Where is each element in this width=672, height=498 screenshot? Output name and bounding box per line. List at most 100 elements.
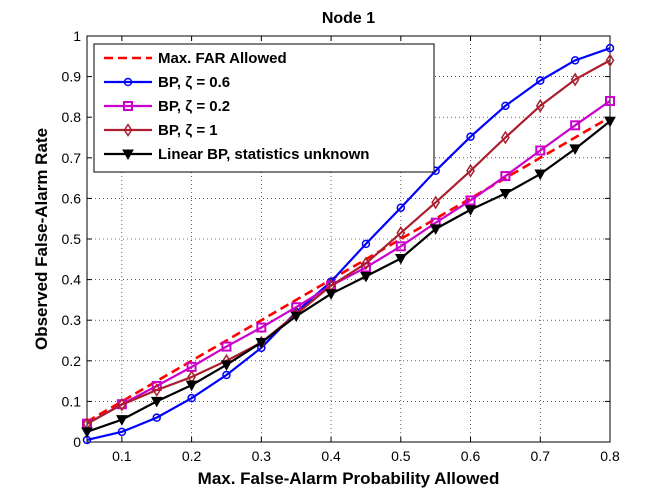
data-point [536, 76, 545, 85]
legend-box [93, 43, 435, 173]
data-point [499, 189, 512, 200]
data-point [221, 341, 232, 352]
series-2 [82, 95, 615, 429]
data-point [396, 226, 406, 240]
data-point [361, 239, 371, 249]
x-tick-label: 0.5 [391, 448, 411, 464]
legend-label: BP, ζ = 1 [158, 122, 218, 139]
data-point [466, 163, 475, 178]
y-tick-label: 0.1 [62, 393, 82, 409]
x-tick-label: 0.8 [600, 448, 620, 464]
data-point [325, 289, 337, 300]
y-tick-label: 0.5 [62, 231, 82, 247]
data-point [256, 322, 267, 333]
data-point [570, 72, 580, 87]
axes [86, 35, 611, 443]
x-tick-label: 0.4 [321, 448, 341, 464]
data-point [605, 43, 615, 53]
y-tick-label: 0.9 [62, 69, 82, 85]
data-point [569, 144, 581, 155]
data-point [152, 413, 161, 422]
legend-item: BP, ζ = 0.6 [104, 74, 230, 91]
legend-marker [123, 101, 133, 111]
data-point [431, 195, 441, 210]
y-tick-label: 0.4 [62, 272, 82, 288]
y-tick-label: 0.2 [62, 353, 82, 369]
series-line [86, 116, 611, 423]
series-line [86, 100, 611, 425]
chart-title: Node 1 [322, 10, 375, 27]
data-point [605, 53, 615, 68]
legend-marker [123, 123, 133, 137]
plot-frame [86, 35, 611, 443]
series-line [86, 120, 611, 433]
data-point [117, 427, 127, 437]
legend-marker [122, 149, 134, 161]
data-point [187, 393, 196, 403]
data-point [500, 171, 511, 182]
legend-label: Max. FAR Allowed [158, 50, 287, 67]
x-axis-label: Max. False-Alarm Probability Allowed [198, 469, 500, 488]
x-tick-label: 0.1 [112, 448, 132, 464]
data-point [291, 302, 302, 313]
y-tick-label: 0.7 [62, 150, 82, 166]
data-point [501, 130, 510, 145]
data-point [535, 145, 546, 156]
series-3 [82, 53, 615, 431]
data-point [152, 383, 162, 397]
data-point [604, 116, 616, 128]
data-point [465, 195, 476, 206]
data-point [605, 95, 615, 106]
data-point [185, 380, 198, 392]
legend-label: BP, ζ = 0.2 [158, 98, 230, 115]
data-point [570, 120, 581, 131]
y-tick-label: 0.6 [62, 190, 82, 206]
legend-item: BP, ζ = 1 [104, 122, 218, 139]
x-tick-label: 0.2 [182, 448, 202, 464]
data-point [466, 132, 475, 141]
y-tick-label: 0.8 [62, 109, 82, 125]
tick-labels: 0.1 0.2 0.3 0.4 0.5 0.6 0.7 0.8 0 0.1 0.2 0.3 0.4 0.5… [62, 28, 620, 464]
data-point [220, 360, 233, 371]
data-point [429, 224, 442, 235]
y-tick-label: 1 [73, 28, 81, 44]
data-point [570, 56, 580, 65]
data-point [394, 253, 407, 265]
data-point [117, 397, 127, 412]
data-point [150, 396, 163, 408]
data-point [535, 98, 545, 113]
y-tick-label: 0 [73, 434, 81, 450]
series-0 [86, 116, 611, 423]
y-tick-label: 0.3 [62, 312, 82, 328]
legend-item: Max. FAR Allowed [104, 50, 287, 67]
series-line [86, 47, 611, 442]
data-point [534, 169, 547, 181]
data-point [255, 338, 268, 349]
x-tick-label: 0.6 [461, 448, 481, 464]
y-axis-label: Observed False-Alarm Rate [32, 128, 51, 350]
legend-label: Linear BP, statistics unknown [158, 146, 369, 163]
data-point [116, 415, 128, 426]
data-point [501, 101, 510, 111]
data-point [290, 311, 303, 323]
data-point [361, 256, 371, 271]
x-tick-label: 0.3 [252, 448, 272, 464]
legend: Max. FAR Allowed BP, ζ = 0.6 BP, ζ = 0.2 BP… [93, 43, 435, 173]
data-point [396, 203, 406, 212]
series-1 [82, 43, 615, 445]
series-line [86, 59, 611, 425]
series-layer [81, 43, 616, 445]
legend-item: Linear BP, statistics unknown [104, 146, 369, 163]
data-point [395, 241, 406, 252]
legend-marker [123, 77, 133, 87]
data-point [81, 427, 93, 438]
series-4 [81, 116, 616, 438]
data-point [464, 205, 477, 216]
data-point [222, 370, 231, 380]
legend-label: BP, ζ = 0.6 [158, 74, 230, 91]
data-point [360, 271, 372, 283]
legend-item: BP, ζ = 0.2 [104, 98, 230, 115]
x-tick-label: 0.7 [531, 448, 551, 464]
